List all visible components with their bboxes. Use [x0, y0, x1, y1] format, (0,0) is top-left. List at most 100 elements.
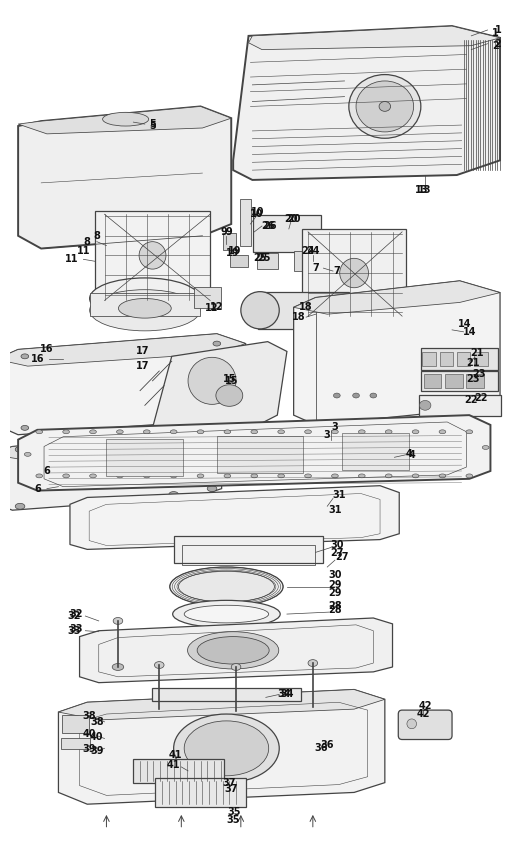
Text: 31: 31: [328, 505, 342, 515]
Ellipse shape: [229, 707, 243, 715]
Text: 12: 12: [205, 303, 219, 314]
FancyBboxPatch shape: [398, 710, 452, 739]
Polygon shape: [233, 26, 500, 180]
Ellipse shape: [36, 474, 43, 478]
Bar: [217, 436, 303, 473]
Bar: [302, 229, 406, 317]
Ellipse shape: [306, 703, 319, 711]
Bar: [62, 715, 89, 733]
Text: 25: 25: [253, 254, 267, 263]
Text: 12: 12: [210, 303, 223, 312]
Ellipse shape: [139, 242, 166, 269]
Text: 28: 28: [328, 601, 342, 611]
Polygon shape: [0, 432, 222, 459]
Text: 2: 2: [492, 40, 499, 51]
Text: 9: 9: [226, 227, 233, 237]
Polygon shape: [0, 334, 246, 435]
Text: 40: 40: [82, 728, 96, 738]
Bar: [133, 759, 224, 783]
Ellipse shape: [79, 457, 149, 485]
Ellipse shape: [359, 474, 365, 478]
Text: 23: 23: [467, 373, 480, 384]
Ellipse shape: [25, 453, 31, 456]
Ellipse shape: [331, 430, 338, 434]
Bar: [222, 233, 236, 250]
Polygon shape: [58, 690, 385, 804]
Ellipse shape: [71, 454, 157, 489]
Text: 36: 36: [321, 740, 334, 750]
Text: 40: 40: [90, 732, 103, 742]
Text: 30: 30: [330, 540, 343, 550]
Text: 33: 33: [67, 626, 80, 636]
Ellipse shape: [113, 618, 123, 625]
Text: 4: 4: [406, 449, 412, 459]
Text: 27: 27: [335, 552, 348, 562]
Text: 3: 3: [331, 422, 338, 432]
Polygon shape: [18, 106, 231, 134]
Polygon shape: [70, 486, 399, 550]
Text: 5: 5: [149, 119, 156, 129]
Text: 21: 21: [470, 348, 484, 358]
Bar: [341, 432, 409, 470]
Bar: [240, 199, 252, 245]
Text: 28: 28: [328, 605, 342, 615]
Bar: [257, 254, 278, 269]
Ellipse shape: [482, 445, 489, 449]
Polygon shape: [0, 334, 246, 366]
Ellipse shape: [466, 474, 473, 478]
Text: 27: 27: [330, 548, 343, 558]
Ellipse shape: [305, 474, 312, 478]
Text: 24: 24: [301, 246, 315, 256]
Text: 39: 39: [90, 746, 103, 756]
Ellipse shape: [348, 314, 369, 330]
Text: 33: 33: [69, 624, 82, 634]
Ellipse shape: [197, 430, 204, 434]
Ellipse shape: [340, 258, 369, 287]
Polygon shape: [294, 281, 500, 425]
Text: 29: 29: [328, 588, 342, 598]
Ellipse shape: [15, 447, 25, 453]
Text: 38: 38: [90, 717, 104, 727]
Text: 8: 8: [84, 237, 91, 247]
Ellipse shape: [184, 605, 269, 623]
Bar: [445, 374, 462, 388]
Text: 25: 25: [257, 254, 270, 263]
Text: 5: 5: [149, 121, 156, 131]
Text: 34: 34: [280, 690, 294, 700]
Ellipse shape: [224, 430, 231, 434]
Text: 11: 11: [65, 255, 79, 265]
Text: 41: 41: [167, 760, 181, 770]
Ellipse shape: [63, 430, 69, 434]
Ellipse shape: [103, 112, 149, 126]
Bar: [457, 352, 470, 366]
Ellipse shape: [197, 474, 204, 478]
Text: 9: 9: [220, 227, 227, 237]
Ellipse shape: [419, 400, 431, 411]
Ellipse shape: [116, 430, 123, 434]
Ellipse shape: [385, 430, 392, 434]
Text: 38: 38: [82, 711, 96, 721]
Polygon shape: [294, 281, 500, 314]
Bar: [230, 255, 247, 267]
Text: 42: 42: [419, 701, 432, 711]
Ellipse shape: [232, 359, 240, 363]
Ellipse shape: [82, 441, 92, 447]
Polygon shape: [18, 106, 231, 249]
Text: 17: 17: [136, 346, 150, 357]
Bar: [474, 352, 488, 366]
Bar: [194, 287, 221, 309]
Ellipse shape: [21, 426, 29, 430]
Ellipse shape: [251, 430, 258, 434]
Text: 10: 10: [252, 207, 265, 217]
Ellipse shape: [179, 571, 275, 602]
Polygon shape: [18, 415, 491, 491]
Bar: [174, 535, 323, 563]
Text: 15: 15: [222, 373, 236, 384]
Bar: [61, 738, 90, 749]
Text: 22: 22: [474, 394, 488, 404]
Ellipse shape: [308, 659, 318, 667]
Polygon shape: [248, 26, 500, 50]
Ellipse shape: [278, 474, 284, 478]
Text: 17: 17: [136, 361, 150, 371]
Ellipse shape: [36, 430, 43, 434]
